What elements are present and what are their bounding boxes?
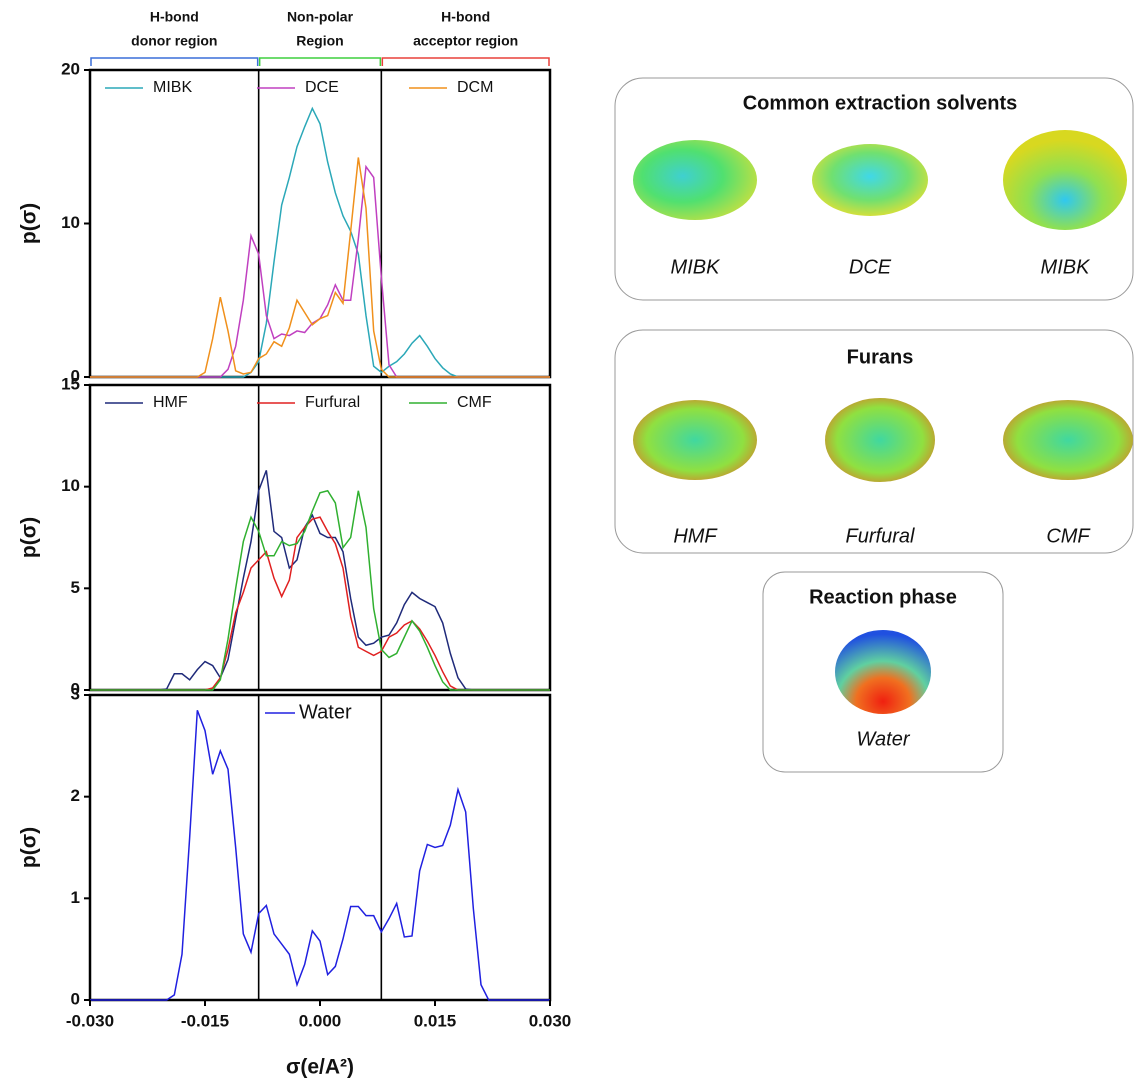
panel-title: Reaction phase xyxy=(809,586,957,608)
x-tick-label: 0.015 xyxy=(414,1011,457,1030)
line-chart: 0 5 10 15 p(σ) HMF Furfural CMF xyxy=(18,374,552,698)
series-line xyxy=(90,106,550,378)
plot-frame xyxy=(88,383,552,692)
panel-box xyxy=(614,329,1134,554)
y-tick-label: 3 xyxy=(71,684,80,703)
molecule-label: DCE xyxy=(849,256,892,278)
region-bracket xyxy=(90,57,259,66)
y-tick-label: 10 xyxy=(61,476,80,495)
series-line xyxy=(90,470,550,691)
region-label: Region xyxy=(296,33,343,49)
molecule-label: CMF xyxy=(1046,525,1091,547)
y-tick-label: 20 xyxy=(61,59,80,78)
molecule-surface xyxy=(825,398,935,482)
region-label: H-bond xyxy=(441,9,490,25)
legend-label: Furfural xyxy=(305,394,360,411)
line-chart: 0 1 2 3 p(σ) Water -0.030 -0.015 0.000 0.015 0.030… xyxy=(18,684,572,1078)
region-label: acceptor region xyxy=(413,33,518,49)
region-bracket xyxy=(258,57,382,66)
y-axis-label: p(σ) xyxy=(18,517,41,558)
y-axis-label: p(σ) xyxy=(18,203,41,244)
region-bracket xyxy=(381,57,550,66)
series-line xyxy=(90,516,550,691)
panel-box xyxy=(762,571,1004,773)
y-tick-label: 10 xyxy=(61,213,80,232)
x-tick-label: -0.030 xyxy=(66,1011,114,1030)
line-chart: 0 10 20 p(σ) H-bond donor region Non-polar Regi… xyxy=(18,9,552,385)
x-axis-label: σ(e/A²) xyxy=(286,1056,354,1079)
legend-label: MIBK xyxy=(153,79,192,96)
molecule-surface xyxy=(835,630,931,714)
molecule-surface xyxy=(1003,400,1133,480)
x-tick-label: 0.030 xyxy=(529,1011,572,1030)
region-label: donor region xyxy=(131,33,217,49)
series-line xyxy=(90,709,550,1001)
legend-label: CMF xyxy=(457,394,492,411)
molecule-surface xyxy=(633,140,757,220)
molecule-surface xyxy=(1003,130,1127,230)
plot-frame xyxy=(88,693,552,1002)
y-tick-label: 15 xyxy=(61,374,80,393)
legend-label: DCM xyxy=(457,79,493,96)
plot-frame xyxy=(88,68,552,379)
y-tick-label: 2 xyxy=(71,786,80,805)
molecule-label: Furfural xyxy=(846,525,915,547)
molecule-panels: Common extraction solvents MIBK DCE MIBK Fur… xyxy=(614,77,1134,773)
panel-title: Common extraction solvents xyxy=(743,92,1018,114)
region-label: H-bond xyxy=(150,9,199,25)
region-label: Non-polar xyxy=(287,9,354,25)
y-tick-label: 0 xyxy=(71,989,80,1008)
y-tick-label: 0 xyxy=(71,679,80,698)
molecule-label: Water xyxy=(857,728,911,750)
series-line xyxy=(90,164,550,378)
legend-label: DCE xyxy=(305,79,339,96)
panel-title: Furans xyxy=(847,346,914,368)
molecule-surface xyxy=(812,144,928,216)
y-tick-label: 0 xyxy=(71,366,80,385)
x-tick-label: -0.015 xyxy=(181,1011,229,1030)
molecule-label: MIBK xyxy=(671,256,722,278)
x-tick-label: 0.000 xyxy=(299,1011,342,1030)
series-line xyxy=(90,489,550,691)
molecule-label: MIBK xyxy=(1041,256,1092,278)
panel-box xyxy=(614,77,1134,301)
molecule-surface xyxy=(633,400,757,480)
y-axis-label: p(σ) xyxy=(18,827,41,868)
y-tick-label: 1 xyxy=(71,888,80,907)
molecule-label: HMF xyxy=(673,525,718,547)
series-line xyxy=(90,157,550,378)
y-tick-label: 5 xyxy=(71,578,80,597)
legend-label: HMF xyxy=(153,394,188,411)
legend-label: Water xyxy=(299,701,352,723)
